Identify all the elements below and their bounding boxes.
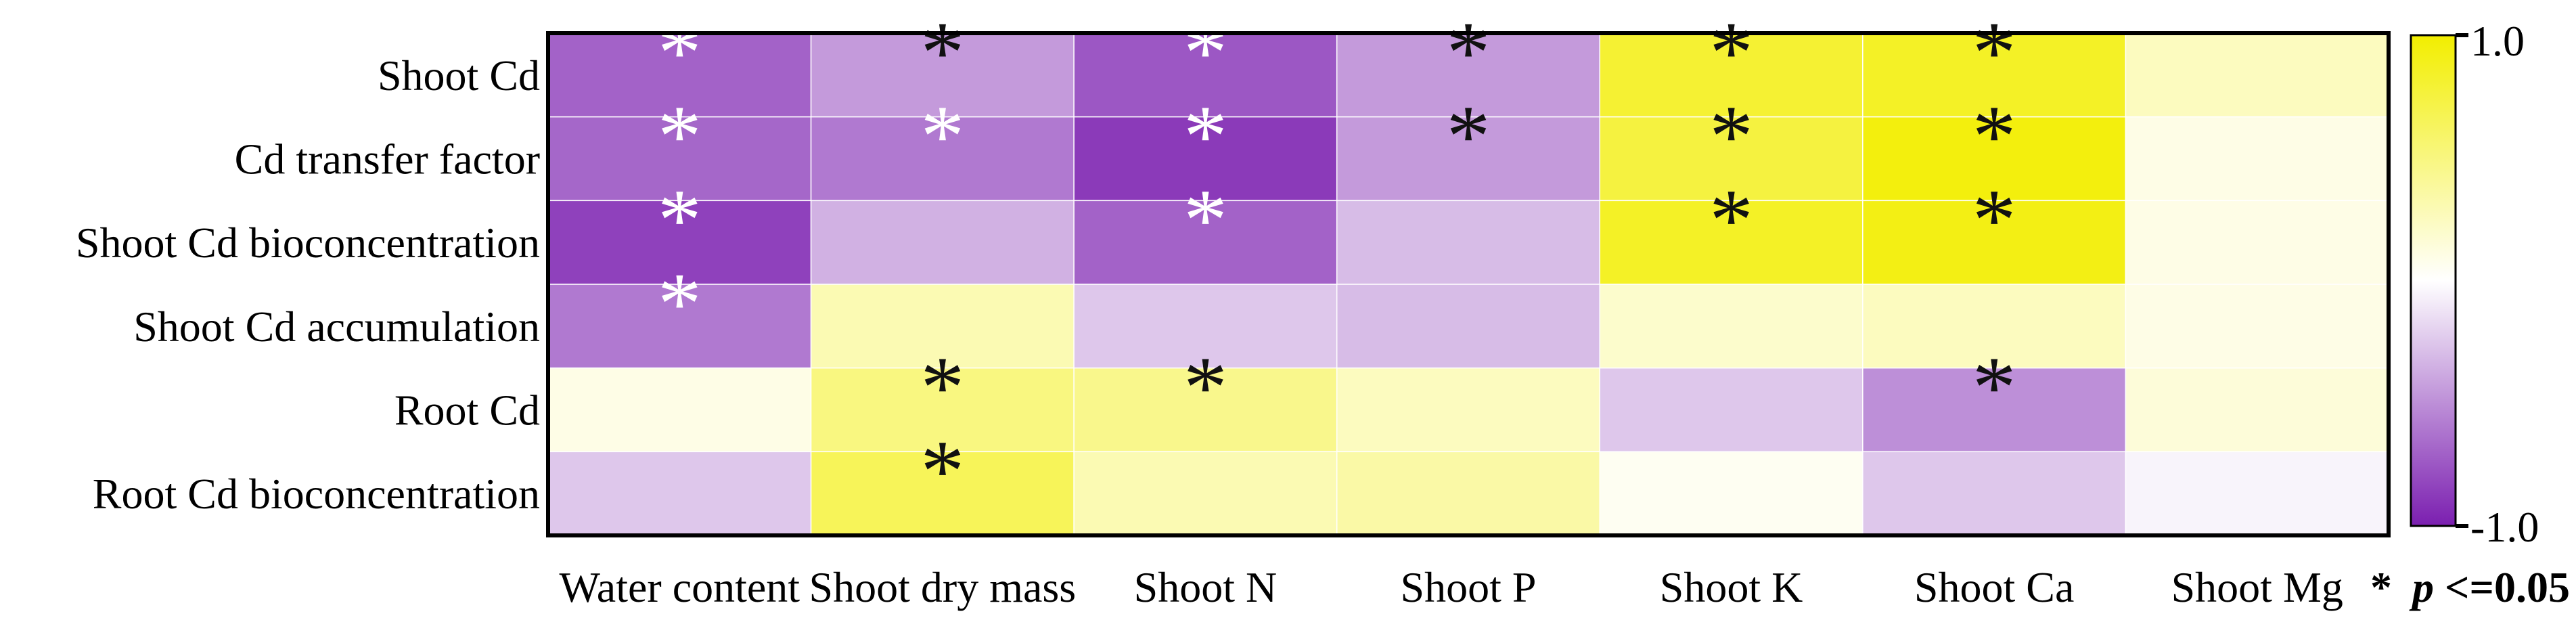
row-label: Root Cd bioconcentration [93,470,540,518]
significance-asterisk: * [1972,88,2016,185]
heatmap-cell [547,367,812,453]
significance-asterisk: * [658,171,702,269]
significance-asterisk: * [658,255,702,353]
heatmap-cell [1599,32,1863,118]
column-label: Shoot P [1401,563,1537,611]
heatmap-cells [547,32,2389,536]
column-label: Shoot dry mass [809,563,1077,611]
significance-asterisk: * [920,422,964,520]
heatmap-cell [547,200,812,285]
heatmap-cell [810,32,1075,118]
heatmap-cell [1073,116,1338,202]
significance-asterisk: * [1183,339,1227,437]
column-labels: Water content Shoot dry mass Shoot N Shoot … [560,563,2343,611]
significance-asterisk: * [658,88,702,185]
heatmap-cell [1862,451,2127,536]
heatmap-cell [1073,451,1338,536]
significance-note-variable: p [2409,563,2434,611]
heatmap-cell [547,451,812,536]
significance-asterisk: * [1709,4,1753,102]
heatmap-cell [1073,367,1338,453]
heatmap-cell [1862,284,2127,369]
heatmap-cell [547,116,812,202]
heatmap-cell [810,200,1075,285]
significance-asterisks: * * * * * ** * * * * ** * * *** * ** [658,4,2016,520]
column-label: Shoot N [1134,563,1278,611]
significance-asterisk: * [920,4,964,102]
heatmap-cell [1336,200,1601,285]
column-label: Water content [560,563,800,611]
heatmap-cell [2125,32,2389,118]
significance-asterisk: * [1183,171,1227,269]
row-labels: Shoot Cd Cd transfer factor Shoot Cd bioco… [76,51,540,518]
heatmap-cell [2125,200,2389,285]
significance-asterisk: * [1446,4,1490,102]
heatmap-cell [1073,200,1338,285]
row-label: Shoot Cd bioconcentration [76,219,540,267]
heatmap-cell [1336,284,1601,369]
plot-frame [546,31,2391,537]
heatmap-cell [1599,284,1863,369]
heatmap-cell [2125,284,2389,369]
heatmap-cell [1862,32,2127,118]
colorbar-gradient [2410,34,2457,527]
heatmap-cell [1599,367,1863,453]
significance-asterisk: * [1972,339,2016,437]
colorbar-max-label: 1.0 [2470,17,2525,65]
significance-asterisk: * [1183,88,1227,185]
heatmap-cell [1336,32,1601,118]
heatmap-cell [810,284,1075,369]
significance-note-threshold: <=0.05 [2445,563,2570,611]
row-label: Root Cd [394,386,540,435]
heatmap-cell [2125,367,2389,453]
significance-asterisk: * [1709,88,1753,185]
column-label: Shoot Mg [2171,563,2343,611]
row-label: Shoot Cd [378,51,540,100]
column-label: Shoot K [1660,563,1803,611]
heatmap-cell [1599,451,1863,536]
significance-asterisk: * [920,339,964,437]
significance-asterisk: * [1709,171,1753,269]
significance-asterisk: * [658,4,702,102]
heatmap-cell [1599,116,1863,202]
column-label: Shoot Ca [1914,563,2074,611]
row-label: Shoot Cd accumulation [133,303,540,351]
significance-note: * p <=0.05 [2370,563,2570,611]
heatmap-cell [810,451,1075,536]
heatmap-cell [1336,451,1601,536]
heatmap-cell [1862,200,2127,285]
row-label: Cd transfer factor [235,135,540,183]
heatmap-cell [547,284,812,369]
significance-asterisk: * [1972,171,2016,269]
heatmap-cell [1336,367,1601,453]
heatmap-cell [1599,200,1863,285]
significance-note-symbol: * [2370,563,2392,611]
significance-asterisk: * [1446,88,1490,185]
heatmap-cell [2125,116,2389,202]
heatmap-cell [2125,451,2389,536]
significance-asterisk: * [920,88,964,185]
heatmap-cell [1862,116,2127,202]
significance-asterisk: * [1183,4,1227,102]
significance-asterisk: * [1972,4,2016,102]
colorbar-min-label: -1.0 [2470,503,2539,551]
colorbar: 1.0 -1.0 [2410,17,2539,551]
heatmap-cell [547,32,812,118]
